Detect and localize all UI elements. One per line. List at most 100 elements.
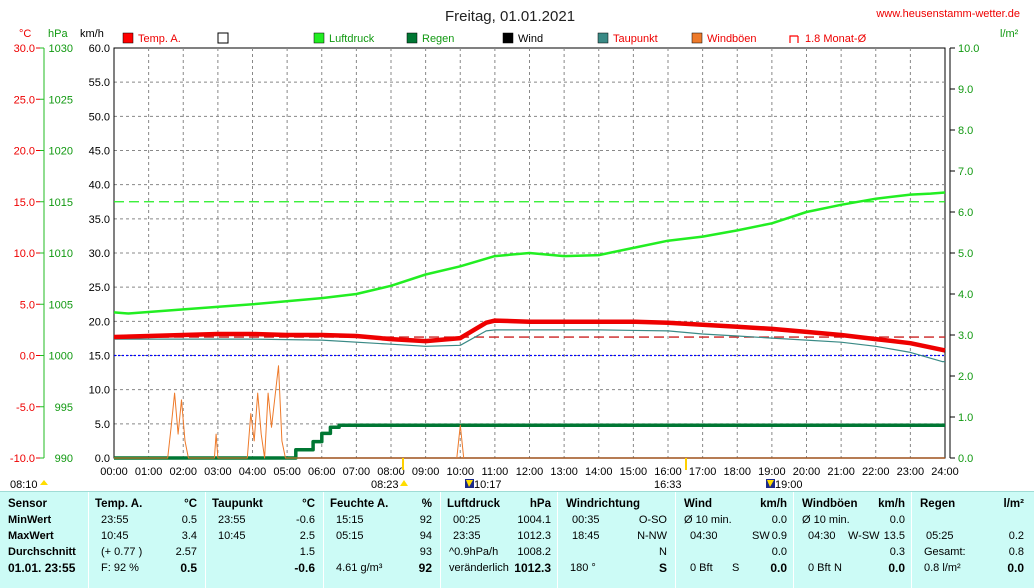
gust-column: Windböen km/h Ø 10 min. 0.0 04:30 W-SW 1… [794,492,912,588]
rain-axis: 10.0 9.0 8.0 7.0 6.0 5.0 4.0 3.0 2.0 1.0 0.0 [950,43,979,465]
time-tick-label: 23:00 [897,466,925,478]
pressure-tick-label: 1010 [49,248,73,260]
pressure-tick-label: 1005 [49,299,73,311]
pressure-tick-label: 1030 [49,43,73,55]
wind-tick-label: 55.0 [89,77,110,89]
rain-tick-label: 0.0 [958,453,973,465]
wind-max-direction: SW [752,530,770,542]
pressure-max-time: 23:35 [453,530,481,542]
dewpoint-min-time: 23:55 [218,514,246,526]
temp-tick-label: 10.0 [14,248,35,260]
wind-tick-label: 25.0 [89,282,110,294]
legend-swatch [313,32,325,44]
dewpoint-min-value: -0.6 [296,514,315,526]
legend-swatch [122,32,134,44]
time-tick-label: 09:00 [412,466,440,478]
humidity-min-time: 15:15 [336,514,364,526]
pressure-avg-note: ^0.9hPa/h [449,546,499,558]
time-tick-label: 04:00 [239,466,267,478]
humidity-now-value: 92 [418,561,432,575]
gust-avg-value: 0.3 [889,546,905,558]
moon-b-label: 19:00 [775,479,803,491]
temp-tick-label: 5.0 [20,299,35,311]
time-tick-label: 03:00 [204,466,232,478]
time-axis: 00:00 01:00 02:00 03:00 04:00 05:00 06:00 07:00… [100,466,959,478]
gust-max-value: 13.5 [883,530,905,542]
time-tick-label: 22:00 [862,466,890,478]
gust-header: Windböen [802,498,858,510]
pressure-max-value: 1012.3 [517,530,551,542]
pressure-unit-label: hPa [48,28,68,40]
wind-direction-min-value: O-SO [638,514,667,526]
time-tick-label: 21:00 [827,466,855,478]
dewpoint-unit: °C [302,498,315,510]
wind-direction-now-value: S [658,561,667,575]
time-tick-label: 01:00 [135,466,163,478]
website-link[interactable]: www.heusenstamm-wetter.de [875,8,1020,20]
temp-now-value: 0.5 [180,561,197,575]
temp-max-value: 3.4 [181,530,197,542]
rain-tick-label: 10.0 [958,43,979,55]
gust-now-value: 0.0 [888,561,905,575]
series-line-taupunkt [114,329,945,363]
rain-tick-label: 9.0 [958,84,973,96]
rain-tick-label: 3.0 [958,330,973,342]
time-tick-label: 14:00 [585,466,613,478]
wind-direction-header: Windrichtung [566,498,640,510]
rain-tick-label: 5.0 [958,248,973,260]
moon-phase-icon [466,480,473,487]
sensor-column: Sensor MinWert MaxWert Durchschnitt 01.0… [0,492,89,588]
series-line-windben [114,365,945,459]
legend: Temp. A. Luftdruck Regen Wind Taupunkt Windbö… [122,32,867,45]
wind-now-bft: 0 Bft [690,562,713,574]
wind-tick-label: 40.0 [89,180,110,192]
rain-column: Regen l/m² 05:25 0.2 Gesamt: 0.8 0.8 l/m… [912,492,1034,588]
gust-min-value: 0.0 [889,514,905,526]
max-row-label: MaxWert [8,530,54,542]
rain-tick-label: 6.0 [958,207,973,219]
wind-unit-label: km/h [80,28,104,40]
wind-direction-max-value: N-NW [637,530,667,542]
time-tick-label: 15:00 [620,466,648,478]
time-tick-label: 07:00 [343,466,371,478]
wind-tick-label: 45.0 [89,146,110,158]
series-layer [113,191,946,460]
dewpoint-header: Taupunkt [212,498,263,510]
pressure-tick-label: 990 [55,453,73,465]
wind-tick-label: 10.0 [89,385,110,397]
wind-now-direction: S [732,562,740,574]
pressure-now-value: 1012.3 [514,561,551,575]
temp-max-time: 10:45 [101,530,129,542]
left-axes: 30.0 25.0 20.0 15.0 10.0 5.0 0.0 -5.0 -10.0 1030 1… [10,43,115,465]
wind-tick-label: 30.0 [89,248,110,260]
pressure-tick-label: 1025 [49,94,73,106]
temp-column: Temp. A. °C 23:55 0.5 10:45 3.4 (+ 0.77 … [89,492,206,588]
humidity-avg-value: 93 [419,546,432,558]
gust-min-note: Ø 10 min. [802,514,850,526]
wind-tick-label: 35.0 [89,214,110,226]
wind-avg-value: 0.0 [771,546,787,558]
time-tick-label: 24:00 [931,466,959,478]
temp-unit: °C [184,498,197,510]
gust-max-time: 04:30 [808,530,836,542]
weather-chart: Freitag, 01.01.2021 www.heusenstamm-wett… [10,8,1020,491]
temp-tick-label: -10.0 [10,453,35,465]
rain-unit-label: l/m² [1000,28,1019,40]
series-line-windben [456,424,468,459]
legend-label: Luftdruck [329,33,375,45]
legend-label: 1.8 Monat-Ø [805,33,867,45]
wind-now-value: 0.0 [770,561,787,575]
sunrise-icon [400,480,408,486]
humidity-max-time: 05:15 [336,530,364,542]
rain-tick-label: 1.0 [958,412,973,424]
dewpoint-column: Taupunkt °C 23:55 -0.6 10:45 2.5 1.5 -0.… [206,492,324,588]
time-tick-label: 11:00 [482,466,509,478]
pressure-trend: veränderlich [449,562,509,574]
time-tick-label: 10:00 [446,466,474,478]
temp-avg-note: (+ 0.77 ) [101,546,143,558]
pressure-avg-value: 1008.2 [517,546,551,558]
temp-avg-value: 2.57 [175,546,197,558]
legend-label: Windböen [707,33,757,45]
humidity-now-note: 4.61 g/m³ [336,562,383,574]
sunrise-label: 08:23 [371,479,399,491]
